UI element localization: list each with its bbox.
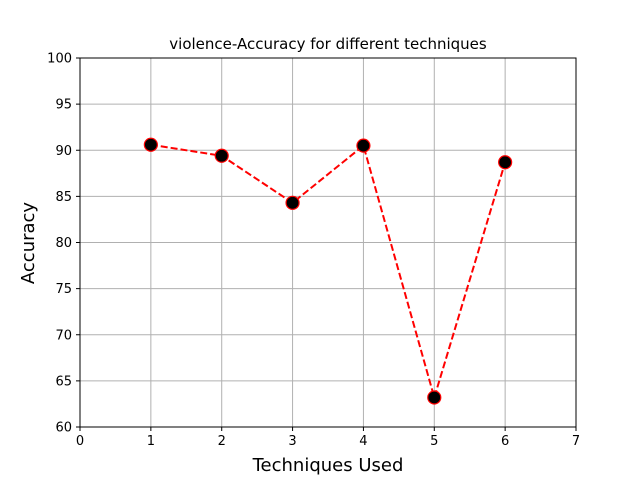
x-tick-label-3: 3 xyxy=(288,434,296,449)
series xyxy=(143,137,513,405)
x-tick-label-7: 7 xyxy=(572,434,580,449)
y-tick-label-1: 65 xyxy=(55,374,72,389)
x-tick-label-1: 1 xyxy=(147,434,155,449)
data-point-0-5 xyxy=(498,155,513,170)
data-point-0-1 xyxy=(214,148,229,163)
y-tick-label-6: 90 xyxy=(55,144,72,159)
data-point-0-0 xyxy=(143,137,158,152)
x-tick-label-0: 0 xyxy=(76,434,84,449)
y-tick-label-5: 85 xyxy=(55,190,72,205)
y-tick-label-2: 70 xyxy=(55,328,72,343)
x-tick-label-2: 2 xyxy=(218,434,226,449)
x-tick-label-5: 5 xyxy=(430,434,438,449)
chart-title: violence-Accuracy for different techniqu… xyxy=(169,35,487,53)
x-axis-title: Techniques Used xyxy=(252,455,404,476)
data-point-0-2 xyxy=(285,195,300,210)
ticks: 0 1 2 3 4 5 6 7 60 65 70 75 80 85 90 95 100 xyxy=(47,52,580,450)
y-tick-label-3: 75 xyxy=(55,282,72,297)
y-axis-title: Accuracy xyxy=(18,202,39,285)
y-tick-label-0: 60 xyxy=(55,421,72,436)
x-tick-label-4: 4 xyxy=(359,434,367,449)
data-point-0-3 xyxy=(356,138,371,153)
y-tick-label-7: 95 xyxy=(55,98,72,113)
y-tick-label-4: 80 xyxy=(55,236,72,251)
data-point-0-4 xyxy=(427,390,442,405)
y-tick-label-8: 100 xyxy=(47,52,72,67)
series-line-0 xyxy=(150,143,507,402)
x-tick-label-6: 6 xyxy=(501,434,509,449)
